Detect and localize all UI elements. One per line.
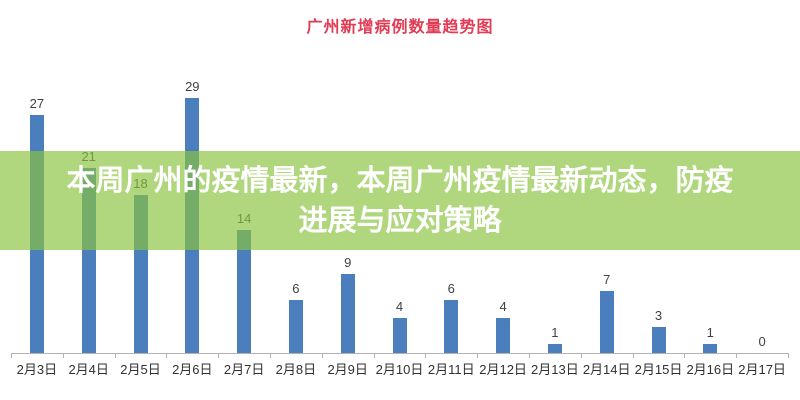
bar-2月10日 [392, 317, 407, 353]
bar-value-label: 3 [654, 307, 663, 323]
x-axis-label: 2月14日 [582, 362, 631, 377]
bar-2月15日 [651, 326, 666, 353]
x-axis-tick [529, 353, 530, 358]
x-axis-label: 2月8日 [275, 362, 317, 377]
x-axis-label: 2月11日 [427, 362, 475, 377]
x-axis-label: 2月15日 [634, 362, 683, 377]
x-axis-tick [62, 353, 64, 358]
x-axis-label: 2月7日 [223, 362, 265, 377]
bar-value-label: 1 [706, 325, 714, 341]
x-axis-tick [425, 353, 427, 358]
x-axis-tick [321, 353, 323, 358]
bar-value-label: 27 [29, 96, 45, 112]
bar-value-label: 4 [499, 298, 507, 314]
bar-value-label: 29 [185, 78, 200, 94]
chart-title: 广州新增病例数量趋势图 [306, 19, 494, 36]
bar-2月12日 [496, 317, 511, 353]
bar-value-label: 7 [603, 272, 611, 288]
overlay-banner: 本周广州的疫情最新，本周广州疫情最新动态，防疫 进展与应对策略 [0, 151, 800, 250]
bar-value-label: 1 [551, 325, 559, 341]
x-axis-tick [736, 353, 738, 358]
bar-value-label: 6 [292, 281, 300, 297]
x-axis-label: 2月17日 [738, 362, 786, 377]
bar-2月8日 [288, 300, 303, 353]
bar-2月16日 [703, 344, 718, 353]
x-axis-label: 2月5日 [120, 362, 161, 377]
bar-value-label: 6 [447, 281, 455, 297]
bar-2月13日 [547, 344, 562, 353]
x-axis-label: 2月12日 [479, 362, 527, 377]
x-axis-label: 2月3日 [16, 362, 58, 377]
overlay-headline-line2: 进展与应对策略 [298, 204, 502, 237]
x-axis-tick [11, 353, 12, 358]
x-axis-label: 2月10日 [375, 362, 424, 377]
x-axis-label: 2月9日 [327, 362, 368, 377]
bar-2月7日 [237, 229, 252, 353]
x-axis-tick [632, 353, 634, 358]
x-axis-tick [373, 353, 375, 358]
bar-value-label: 4 [395, 298, 404, 314]
x-axis-tick [166, 353, 168, 358]
bar-2月14日 [599, 291, 614, 353]
x-axis-tick [580, 353, 582, 358]
x-axis-tick [114, 353, 116, 358]
bar-value-label: 0 [758, 334, 766, 349]
x-axis-tick [477, 353, 479, 358]
x-axis-tick [218, 353, 220, 358]
overlay-headline-line1: 本周广州的疫情最新，本周广州疫情最新动态，防疫 [66, 164, 734, 197]
x-axis-tick [270, 353, 271, 358]
bar-2月11日 [444, 300, 459, 353]
x-axis-tick [788, 353, 789, 358]
x-axis-label: 2月4日 [68, 362, 109, 377]
x-axis-label: 2月16日 [686, 362, 735, 377]
bar-value-label: 9 [344, 254, 352, 270]
x-axis-line [11, 353, 788, 354]
x-axis-tick [684, 353, 686, 358]
x-axis-label: 2月13日 [531, 362, 579, 377]
x-axis-label: 2月6日 [172, 362, 213, 377]
bar-2月9日 [340, 273, 355, 353]
